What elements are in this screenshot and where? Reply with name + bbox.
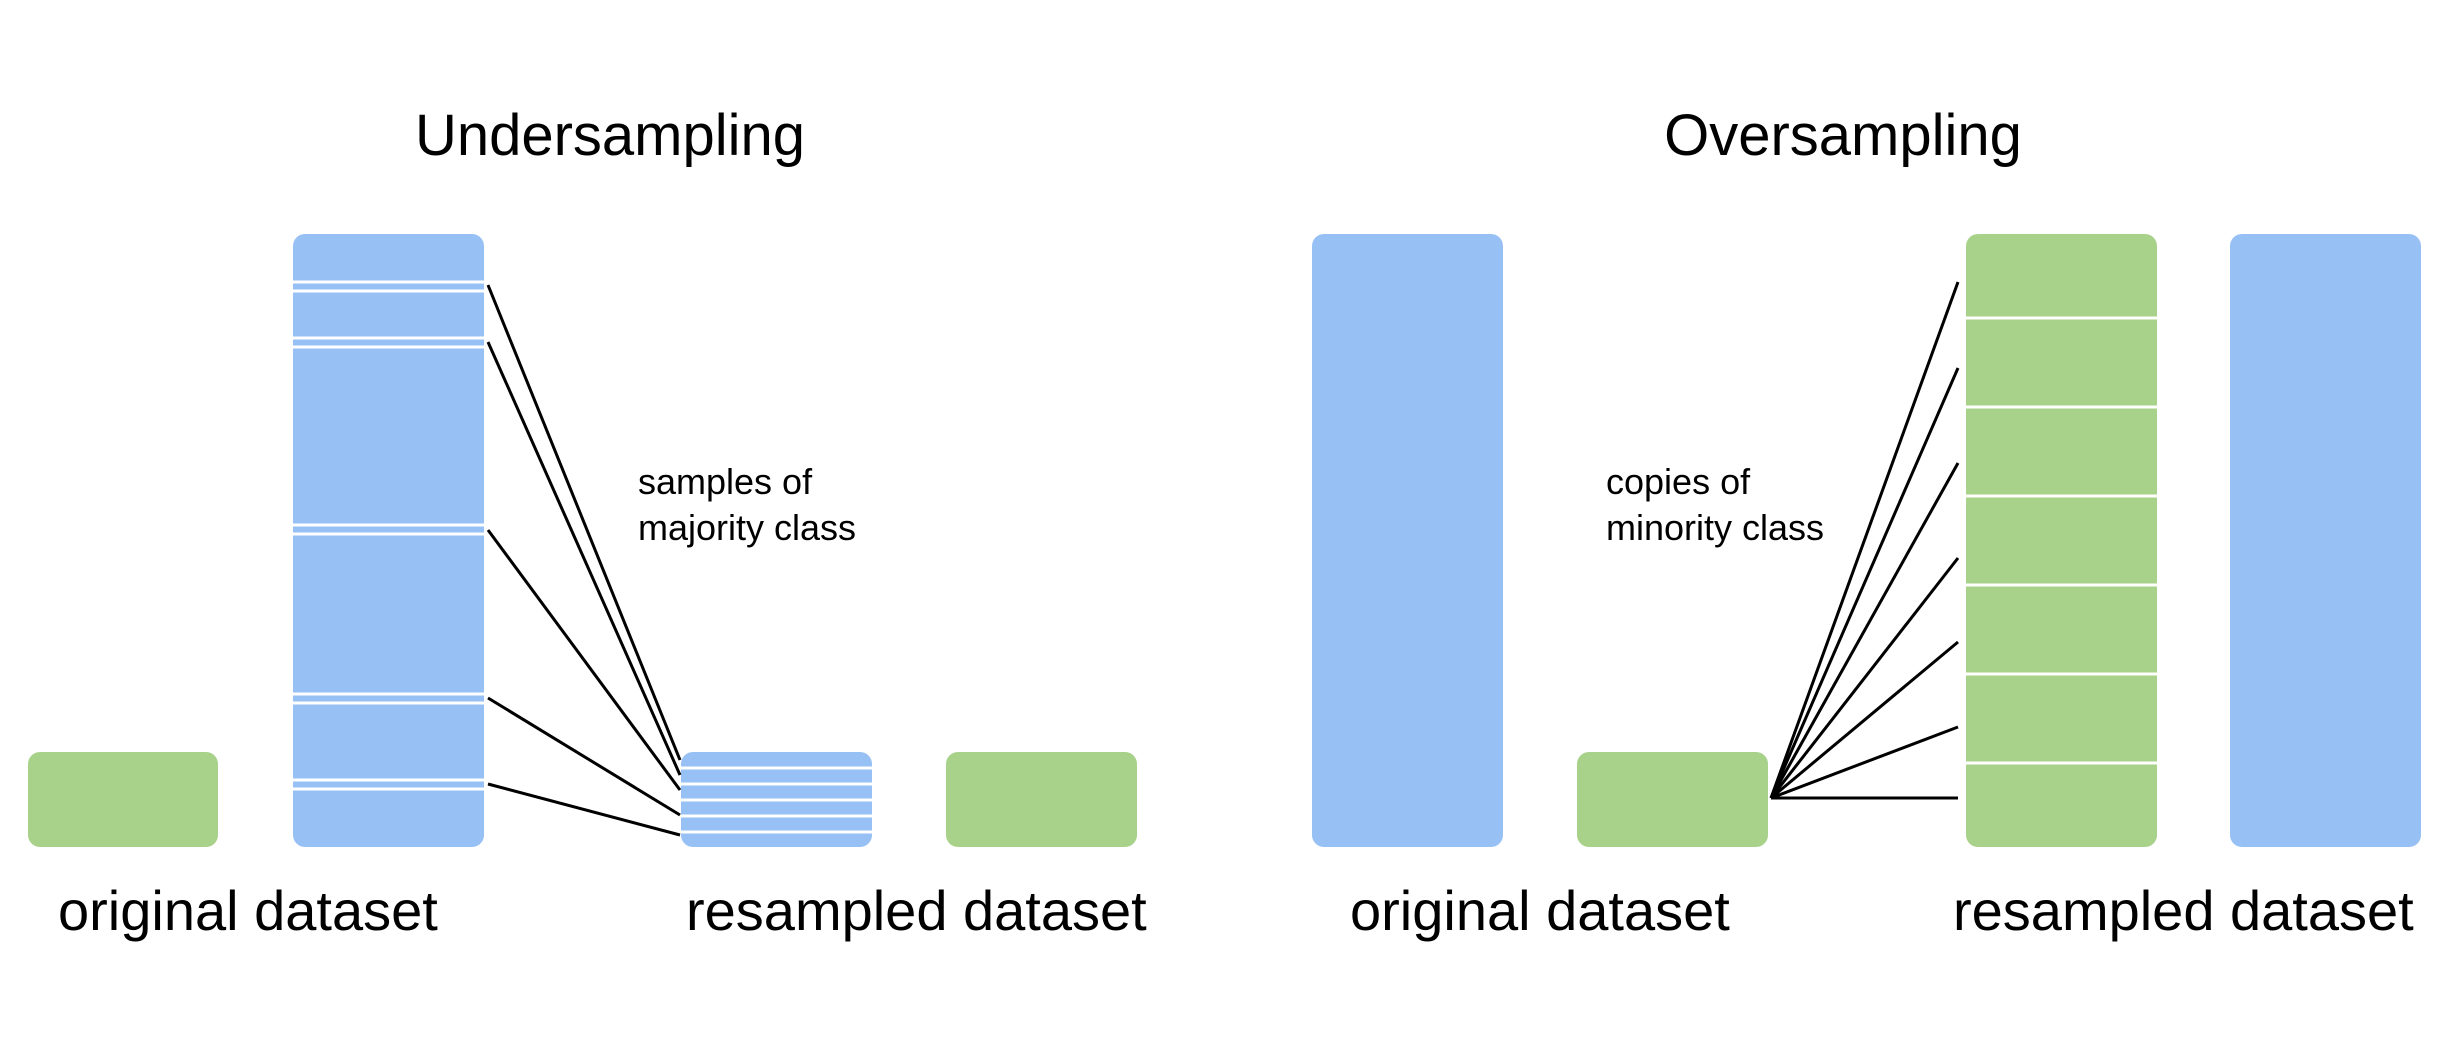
oversampling-annotation: copies of minority class xyxy=(1606,461,1824,548)
undersampling-resampled-label: resampled dataset xyxy=(686,879,1147,942)
annotation-line: copies of xyxy=(1606,461,1751,502)
undersampling-connectors xyxy=(486,284,682,837)
undersampling-resampled-majority-block xyxy=(681,752,872,847)
undersampling-original-label: original dataset xyxy=(58,879,438,942)
oversampling-connectors xyxy=(1769,281,1960,800)
undersampling-annotation: samples of majority class xyxy=(638,461,856,548)
undersampling-title: Undersampling xyxy=(415,103,805,168)
oversampling-original-majority-column xyxy=(1312,234,1503,847)
undersampling-original-majority-column xyxy=(293,234,484,847)
undersampling-original-minority-block xyxy=(28,752,218,847)
undersampling-resampled-minority-block xyxy=(946,752,1137,847)
undersampling-panel: Undersampling xyxy=(28,103,1147,942)
oversampling-resampled-minority-column xyxy=(1966,234,2157,847)
oversampling-title: Oversampling xyxy=(1664,103,2022,168)
oversampling-resampled-label: resampled dataset xyxy=(1953,879,2414,942)
oversampling-panel: Oversampling copies of xyxy=(1312,103,2421,942)
oversampling-resampled-majority-column xyxy=(2230,234,2421,847)
annotation-line: samples of xyxy=(638,461,813,502)
annotation-line: minority class xyxy=(1606,507,1824,548)
oversampling-original-label: original dataset xyxy=(1350,879,1730,942)
oversampling-original-minority-block xyxy=(1577,752,1768,847)
annotation-line: majority class xyxy=(638,507,856,548)
